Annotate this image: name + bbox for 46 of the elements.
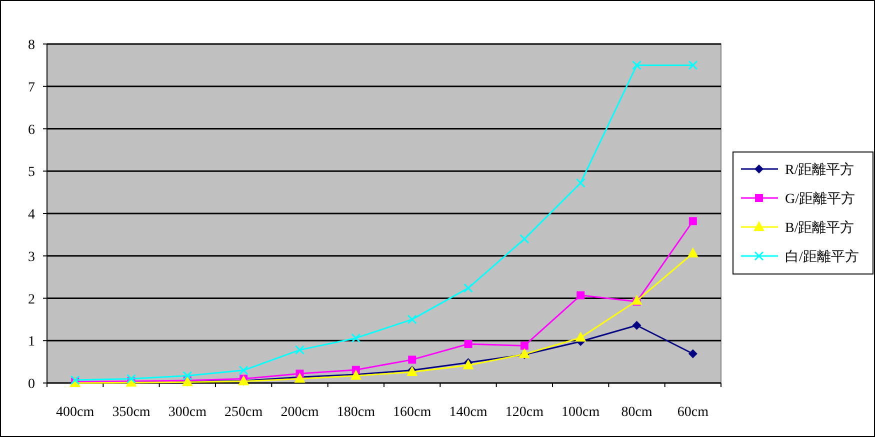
x-tick-label: 100cm (562, 405, 600, 420)
point (464, 283, 473, 293)
point (182, 371, 192, 381)
point (576, 291, 585, 300)
y-tick-label: 0 (28, 377, 35, 392)
point (688, 217, 697, 226)
y-tick-label: 7 (28, 80, 35, 96)
point (688, 60, 698, 70)
y-tick-label: 5 (28, 165, 35, 180)
legend-label: B/距離平方 (785, 220, 854, 236)
x-tick-label: 160cm (393, 405, 432, 420)
point (464, 340, 472, 348)
legend-label: 白/距離平方 (785, 249, 859, 265)
y-tick-label: 6 (28, 122, 35, 138)
point (295, 345, 304, 355)
y-tick-label: 3 (28, 250, 35, 265)
x-tick-label: 400cm (56, 405, 94, 420)
y-tick-label: 8 (28, 38, 35, 53)
legend-label: R/距離平方 (785, 162, 854, 178)
point (575, 332, 586, 342)
point (631, 294, 642, 305)
point (520, 342, 528, 350)
point (407, 314, 417, 324)
x-tick-label: 140cm (449, 405, 488, 420)
x-tick-label: 300cm (168, 405, 207, 420)
y-tick-label: 4 (28, 208, 35, 222)
point (520, 234, 530, 244)
x-tick-label: 120cm (505, 405, 544, 420)
point (687, 247, 698, 258)
x-tick-label: 250cm (224, 405, 263, 420)
y-tick-label: 2 (28, 292, 35, 308)
point (408, 356, 416, 364)
point (688, 349, 698, 358)
x-tick-label: 200cm (280, 405, 319, 420)
legend-label: G/距離平方 (785, 191, 855, 207)
point (126, 374, 136, 384)
x-tick-label: 350cm (112, 405, 150, 420)
x-tick-label: 60cm (677, 405, 709, 420)
point (238, 366, 248, 376)
point (632, 60, 642, 70)
point (576, 178, 586, 188)
point (351, 333, 361, 343)
point (632, 320, 642, 330)
y-tick-label: 1 (28, 334, 35, 350)
x-tick-label: 80cm (621, 405, 652, 420)
x-tick-label: 180cm (336, 405, 376, 420)
